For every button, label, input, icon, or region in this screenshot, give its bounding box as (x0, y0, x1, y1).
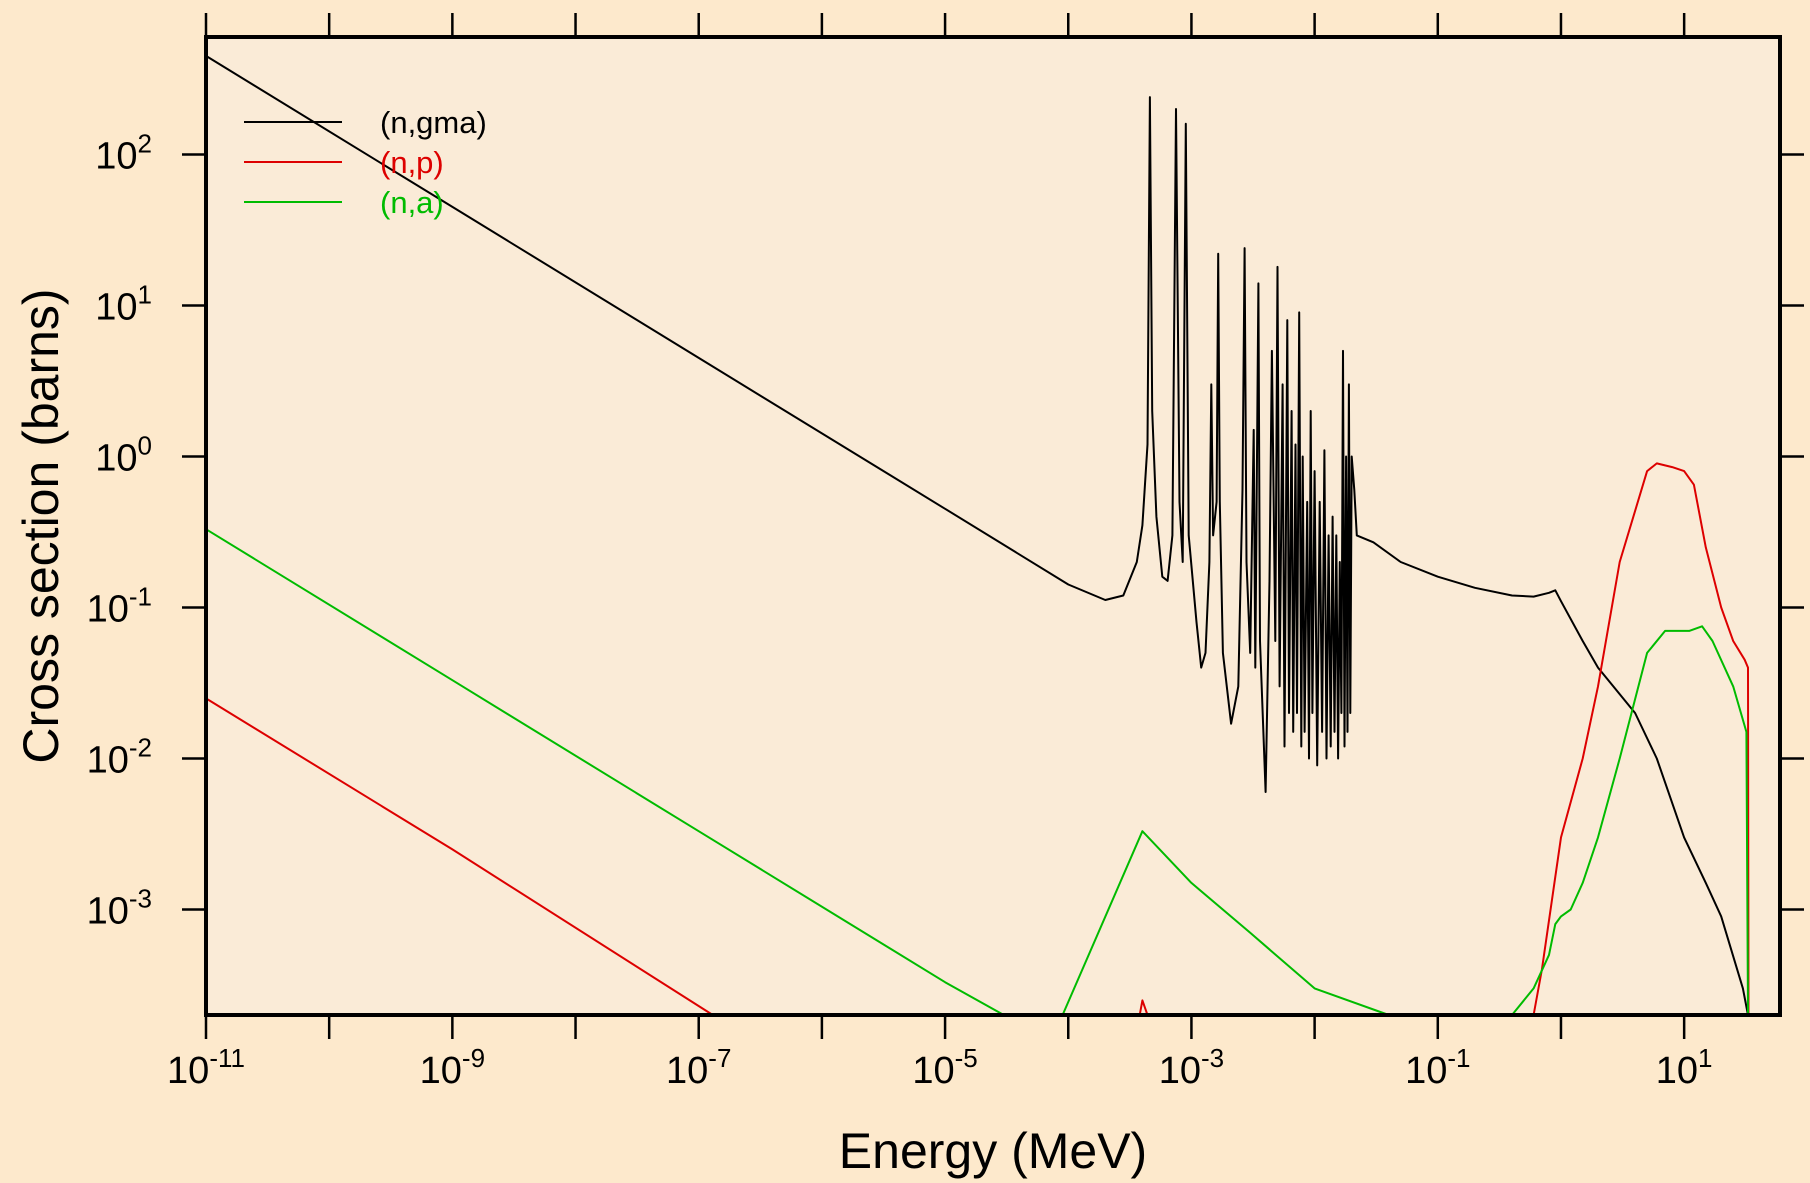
x-tick-label: 10-3 (1159, 1043, 1224, 1092)
y-tick-label: 10-2 (87, 732, 152, 781)
legend: (n,gma) (n,p) (n,a) (244, 105, 487, 220)
y-tick-label: 10-1 (87, 581, 152, 630)
legend-label: (n,a) (380, 185, 444, 220)
x-axis-title: Energy (MeV) (839, 1123, 1147, 1179)
y-tick-label: 100 (95, 430, 152, 479)
y-tick-label: 10-3 (87, 883, 152, 932)
x-tick-label: 10-1 (1405, 1043, 1470, 1092)
y-axis-title: Cross section (barns) (13, 288, 69, 763)
x-tick-label: 10-11 (167, 1043, 245, 1092)
x-tick-label: 10-9 (420, 1043, 485, 1092)
legend-label: (n,p) (380, 145, 444, 180)
x-tick-label: 10-5 (912, 1043, 977, 1092)
tick-layer: 10-11 10-9 10-7 10-5 10-3 10-1 101 10-3 10-2 10-1… (87, 13, 1804, 1092)
series-line-0 (205, 55, 1780, 1016)
legend-label: (n,gma) (380, 105, 487, 140)
y-tick-label: 101 (95, 279, 152, 328)
series-line-1 (205, 462, 1780, 1016)
x-tick-label: 10-7 (666, 1043, 731, 1092)
x-tick-label: 101 (1656, 1043, 1713, 1092)
plot-area-background (206, 37, 1780, 1015)
plot-frame (204, 35, 1782, 1017)
y-tick-label: 102 (95, 128, 152, 177)
